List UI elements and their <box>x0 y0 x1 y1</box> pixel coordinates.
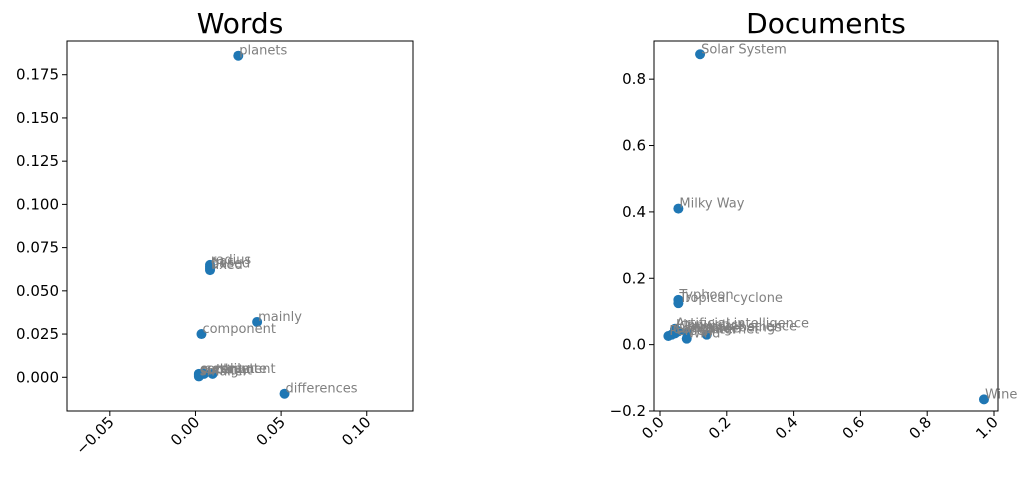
data-point <box>233 50 244 61</box>
y-tick-label: 0.6 <box>622 137 646 155</box>
data-point-label: fixed <box>211 258 243 273</box>
x-tick-label: 0.2 <box>705 413 735 443</box>
chart-panel-1: Words 0.000 0.025 0.050 0.075 0.100 0.125 0.150… <box>16 7 414 458</box>
data-point-label: Milky Way <box>679 197 744 212</box>
plot-area-frame <box>66 40 414 412</box>
x-tick-label: 0.8 <box>905 413 935 443</box>
data-point-label: Wind <box>688 327 721 342</box>
y-tick-label: 0.8 <box>622 70 646 88</box>
x-tick-label: −0.05 <box>72 413 117 458</box>
y-tick-label: 0.125 <box>16 152 59 170</box>
x-tick-label: 0.6 <box>839 413 869 443</box>
plot-area-frame <box>653 40 999 412</box>
data-point <box>681 333 692 344</box>
y-tick-label: 0.175 <box>16 66 59 84</box>
data-point-label: outer <box>200 363 235 378</box>
data-point-label: Computer <box>673 323 738 338</box>
data-point <box>663 331 674 342</box>
data-point-label: differences <box>286 382 358 397</box>
y-tick-label: 0.050 <box>16 282 59 300</box>
data-point-label: smaller <box>200 364 249 379</box>
y-tick-label: 0.2 <box>622 269 646 287</box>
y-tick-label: 0.025 <box>16 325 59 343</box>
y-tick-label: 0.000 <box>16 368 59 386</box>
data-point <box>193 371 204 382</box>
y-tick-label: 0.150 <box>16 109 59 127</box>
data-point <box>196 329 207 340</box>
data-point-label: contribute <box>200 362 267 377</box>
data-point <box>207 368 218 379</box>
data-point-label: Computer science <box>679 319 797 334</box>
data-point-label: Tropical cyclone <box>678 291 783 306</box>
y-tick-label: −0.2 <box>610 402 646 420</box>
y-tick-label: 0.100 <box>16 195 59 213</box>
data-point-label: sunlight <box>200 364 252 379</box>
chart-title: Documents <box>746 7 906 40</box>
y-tick-label: 0.075 <box>16 239 59 257</box>
data-point-label: Human beings <box>688 321 782 336</box>
data-point <box>673 298 684 309</box>
chart-title: Words <box>197 7 284 40</box>
data-point-label: mainly <box>258 310 302 325</box>
data-point <box>673 203 684 214</box>
y-tick-label: 0.4 <box>622 203 646 221</box>
data-point <box>701 329 712 340</box>
data-point-label: Typhoon <box>678 288 733 303</box>
data-point-label: Artificial intelligence <box>676 317 809 332</box>
data-point-label: comet <box>214 362 255 377</box>
data-point <box>695 49 706 60</box>
data-point-label: based <box>211 256 250 271</box>
data-point-label: Linguistics <box>676 318 745 333</box>
x-tick-label: 0.4 <box>772 413 802 443</box>
data-point-label: planets <box>239 44 287 59</box>
data-point <box>205 265 216 276</box>
data-point-label: settlement <box>205 362 276 377</box>
data-point-label: Language <box>676 321 740 336</box>
data-point-label: Internet <box>708 323 760 338</box>
data-point-label: radius <box>211 253 251 268</box>
data-point <box>252 316 263 327</box>
data-point <box>978 394 989 405</box>
x-tick-label: 0.05 <box>253 413 289 449</box>
x-tick-label: 1.0 <box>972 413 1002 443</box>
data-point-label: Solar System <box>701 42 787 57</box>
data-point <box>279 388 290 399</box>
x-tick-label: 0.10 <box>338 413 374 449</box>
data-point-label: Person <box>669 324 713 339</box>
data-point-label: component <box>202 322 276 337</box>
data-point-label: Wine <box>985 387 1017 402</box>
y-tick-label: 0.0 <box>622 336 646 354</box>
x-tick-label: 0.00 <box>167 413 203 449</box>
chart-panel-2: Documents−0.20.00.20.40.60.80.0 0.2 0.4 0.6… <box>610 7 1018 443</box>
data-point-label: gas <box>211 255 234 270</box>
